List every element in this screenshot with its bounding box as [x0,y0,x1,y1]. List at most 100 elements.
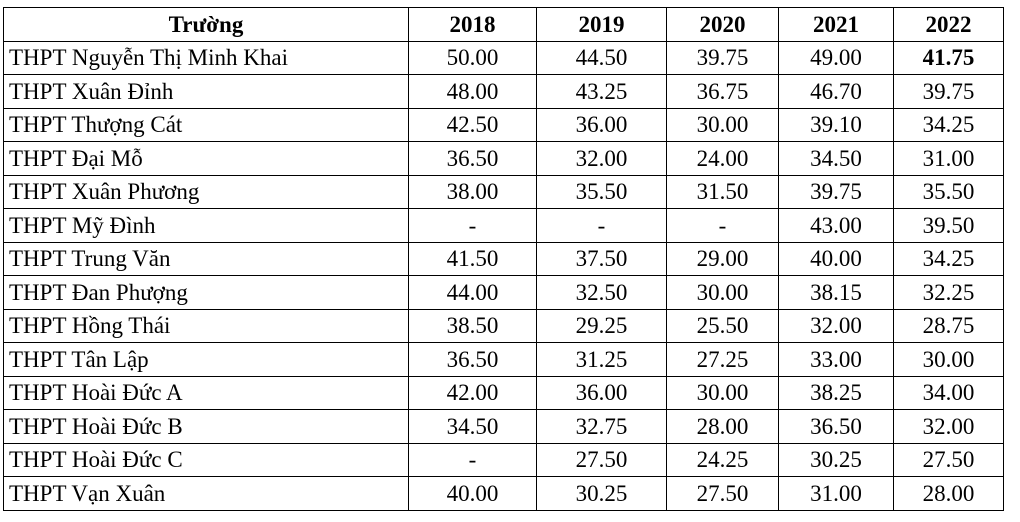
header-2019: 2019 [536,7,667,42]
score-cell: 49.00 [778,40,894,75]
score-cell: 40.00 [408,476,537,511]
score-cell: 39.75 [666,40,779,75]
table-row: THPT Nguyễn Thị Minh Khai 50.00 44.50 39.75… [3,40,1004,75]
score-cell: 27.50 [666,476,779,511]
admission-scores-table: Trường 2018 2019 2020 2021 2022 THPT Ngu… [3,7,1004,511]
score-cell: 44.50 [536,40,667,75]
school-name-cell: THPT Đại Mỗ [3,141,409,176]
score-cell: 36.00 [536,107,667,142]
score-cell: 31.00 [778,476,894,511]
score-cell: 31.25 [536,342,667,377]
score-cell: 36.00 [536,375,667,410]
score-cell: 35.50 [893,174,1004,209]
score-cell: 32.50 [536,275,667,310]
score-cell: 43.00 [778,208,894,243]
score-cell: - [408,208,537,243]
score-cell: - [666,208,779,243]
score-cell: 40.00 [778,241,894,276]
score-cell: 36.75 [666,74,779,109]
table-row: THPT Trung Văn 41.50 37.50 29.00 40.00 34.25 [3,241,1004,276]
score-cell: 27.25 [666,342,779,377]
score-cell: 34.50 [778,141,894,176]
score-cell: 30.00 [666,375,779,410]
table-row: THPT Xuân Đỉnh 48.00 43.25 36.75 46.70 39.75 [3,74,1004,109]
score-cell: 31.50 [666,174,779,209]
scores-table-container: Trường 2018 2019 2020 2021 2022 THPT Ngu… [3,7,1004,511]
table-row: THPT Mỹ Đình - - -43.00 39.50 [3,208,1004,243]
score-cell: 30.00 [893,342,1004,377]
table-row: THPT Hoài Đức A 42.00 36.00 30.00 38.25 34.00 [3,375,1004,410]
score-cell: 27.50 [536,442,667,477]
score-cell: 32.00 [778,308,894,343]
score-cell: 38.25 [778,375,894,410]
table-row: THPT Hồng Thái 38.50 29.25 25.50 32.00 28.75 [3,308,1004,343]
table-row: THPT Đại Mỗ 36.50 32.00 24.00 34.50 31.00 [3,141,1004,176]
table-body: THPT Nguyễn Thị Minh Khai 50.00 44.50 39.75… [3,40,1004,511]
score-cell: 38.15 [778,275,894,310]
score-cell: 39.50 [893,208,1004,243]
school-name-cell: THPT Hoài Đức B [3,409,409,444]
score-cell: 39.75 [778,174,894,209]
header-2020: 2020 [666,7,779,42]
score-cell: 24.25 [666,442,779,477]
score-cell: 30.25 [778,442,894,477]
score-cell: - [536,208,667,243]
score-cell: 32.25 [893,275,1004,310]
score-cell: 38.00 [408,174,537,209]
score-cell: 48.00 [408,74,537,109]
score-cell: 28.00 [666,409,779,444]
score-cell: 39.10 [778,107,894,142]
table-row: THPT Hoài Đức B 34.50 32.75 28.00 36.50 32.00 [3,409,1004,444]
school-name-cell: THPT Nguyễn Thị Minh Khai [3,40,409,75]
table-row: THPT Hoài Đức C -27.50 24.25 30.25 27.50 [3,442,1004,477]
score-cell: 50.00 [408,40,537,75]
school-name-cell: THPT Hoài Đức C [3,442,409,477]
score-cell: 24.00 [666,141,779,176]
score-cell: 36.50 [408,342,537,377]
score-cell: - [408,442,537,477]
score-cell: 35.50 [536,174,667,209]
school-name-cell: THPT Mỹ Đình [3,208,409,243]
score-cell: 43.25 [536,74,667,109]
score-cell: 27.50 [893,442,1004,477]
score-cell: 30.00 [666,275,779,310]
score-cell: 28.75 [893,308,1004,343]
score-cell: 34.50 [408,409,537,444]
table-row: THPT Tân Lập 36.50 31.25 27.25 33.00 30.00 [3,342,1004,377]
score-cell: 41.50 [408,241,537,276]
table-row: THPT Xuân Phương 38.00 35.50 31.50 39.75 35.5… [3,174,1004,209]
score-cell: 32.00 [536,141,667,176]
school-name-cell: THPT Tân Lập [3,342,409,377]
score-cell: 29.00 [666,241,779,276]
school-name-cell: THPT Hoài Đức A [3,375,409,410]
score-cell: 42.50 [408,107,537,142]
school-name-cell: THPT Đan Phượng [3,275,409,310]
table-row: THPT Thượng Cát 42.50 36.00 30.00 39.10 34.25 [3,107,1004,142]
header-2018: 2018 [408,7,537,42]
score-cell: 46.70 [778,74,894,109]
school-name-cell: THPT Xuân Đỉnh [3,74,409,109]
score-cell: 31.00 [893,141,1004,176]
header-2022: 2022 [893,7,1004,42]
score-cell: 38.50 [408,308,537,343]
school-name-cell: THPT Vạn Xuân [3,476,409,511]
table-row: THPT Đan Phượng 44.00 32.50 30.00 38.15 32.25 [3,275,1004,310]
score-cell: 30.00 [666,107,779,142]
score-cell: 44.00 [408,275,537,310]
score-cell: 25.50 [666,308,779,343]
score-cell: 36.50 [408,141,537,176]
score-cell: 33.00 [778,342,894,377]
score-cell: 34.25 [893,241,1004,276]
score-cell: 32.75 [536,409,667,444]
score-cell: 34.00 [893,375,1004,410]
school-name-cell: THPT Trung Văn [3,241,409,276]
score-cell: 29.25 [536,308,667,343]
score-cell: 30.25 [536,476,667,511]
score-cell: 39.75 [893,74,1004,109]
header-school: Trường [3,7,409,42]
score-cell: 34.25 [893,107,1004,142]
score-cell: 42.00 [408,375,537,410]
school-name-cell: THPT Xuân Phương [3,174,409,209]
score-cell: 41.75 [893,40,1004,75]
table-header-row: Trường 2018 2019 2020 2021 2022 [3,7,1004,42]
